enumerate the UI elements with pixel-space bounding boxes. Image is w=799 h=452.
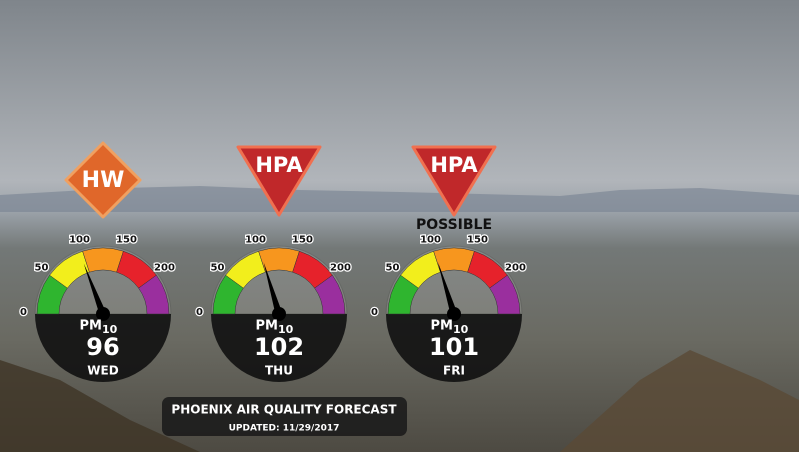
hill-right	[560, 350, 799, 452]
badge-shape	[236, 145, 322, 217]
day: THU	[265, 364, 293, 378]
unit-sub: 10	[102, 323, 118, 336]
needle	[437, 262, 458, 316]
tick-label: 150	[116, 235, 137, 246]
needle	[83, 263, 107, 316]
footer-title: PHOENIX AIR QUALITY FORECAST	[171, 403, 397, 417]
band	[314, 274, 346, 315]
needle-hub	[96, 307, 110, 321]
tick-label: 200	[505, 262, 526, 273]
badge-text: HPA	[255, 153, 303, 177]
tick-label: 50	[211, 262, 225, 273]
tick-label: 100	[69, 235, 90, 246]
tick-label: 100	[245, 235, 266, 246]
footer-updated: UPDATED: 11/29/2017	[229, 424, 340, 434]
needle-hub	[447, 307, 461, 321]
unit: PM	[256, 319, 278, 334]
unit-sub: 10	[278, 323, 294, 336]
tick-label: 50	[35, 262, 49, 273]
badge-shape	[64, 141, 142, 219]
needle	[263, 262, 283, 315]
tick-label: 100	[420, 235, 441, 246]
day: WED	[87, 364, 118, 378]
value: 96	[86, 333, 119, 361]
dial-bottom	[386, 314, 522, 382]
badge-shape	[411, 145, 497, 217]
band	[82, 247, 124, 273]
badge-text: HW	[82, 168, 125, 193]
footer-box	[162, 397, 407, 436]
tick-label: 150	[292, 235, 313, 246]
dial-bottom	[211, 314, 347, 382]
tick-label: 50	[386, 262, 400, 273]
unit: PM	[431, 319, 453, 334]
value: 101	[429, 333, 479, 361]
needle-hub	[272, 307, 286, 321]
value: 102	[254, 333, 304, 361]
hill-left	[0, 360, 200, 452]
tick-label: 200	[330, 262, 351, 273]
unit-sub: 10	[453, 323, 469, 336]
tick-label: 200	[154, 262, 175, 273]
badge-text: HPA	[430, 153, 478, 177]
band	[258, 247, 300, 273]
band	[489, 274, 521, 315]
tick-label: 150	[467, 235, 488, 246]
tick-label: 0	[196, 307, 203, 318]
tick-label: 0	[20, 307, 27, 318]
badge-note: POSSIBLE	[416, 217, 492, 233]
band	[138, 274, 170, 315]
tick-label: 0	[371, 307, 378, 318]
dial-bottom	[35, 314, 171, 382]
day: FRI	[443, 364, 465, 378]
unit: PM	[80, 319, 102, 334]
mountains	[0, 186, 799, 212]
